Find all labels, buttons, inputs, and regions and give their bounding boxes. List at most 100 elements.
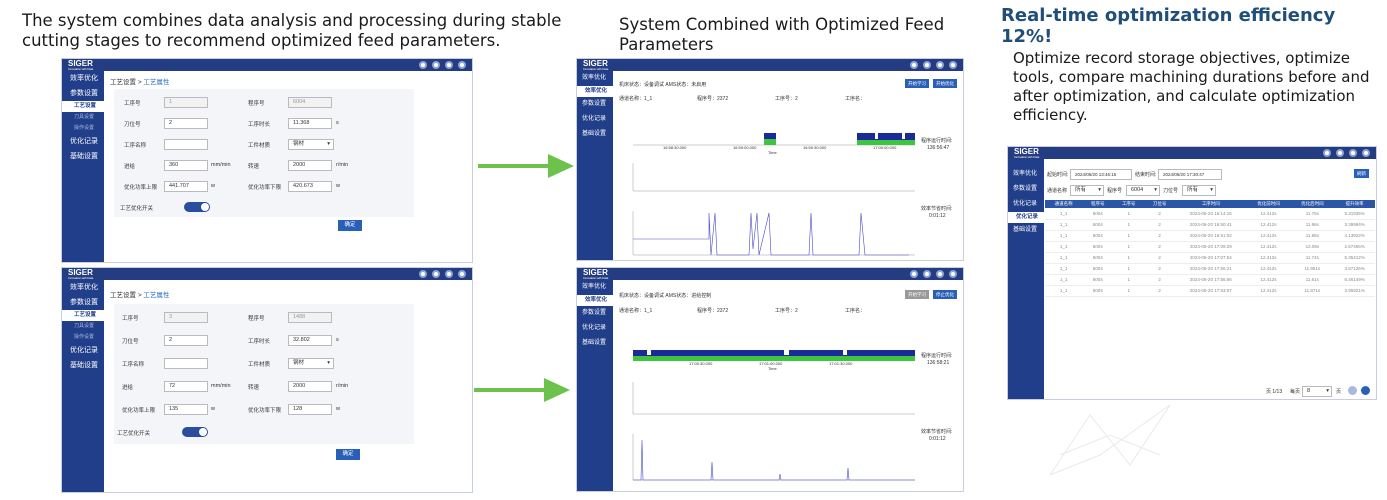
- sidebar-item-tool[interactable]: 刀具设置: [74, 323, 95, 329]
- minimize-icon[interactable]: [923, 270, 931, 278]
- sidebar-item-records[interactable]: 优化记录: [70, 138, 98, 145]
- sidebar-item-operation[interactable]: 操作设置: [74, 125, 95, 131]
- program-filter-select[interactable]: 6004 ▾: [1126, 185, 1160, 196]
- sidebar-item-efficiency-sub[interactable]: 效率优化: [577, 295, 613, 306]
- minimize-icon[interactable]: [1336, 149, 1344, 157]
- material-select[interactable]: 钢材 ▾: [288, 139, 334, 150]
- table-header: 提升效率: [1334, 200, 1375, 208]
- sidebar-item-records[interactable]: 优化记录: [582, 325, 607, 331]
- breadcrumb-current[interactable]: 工艺属性: [143, 292, 170, 299]
- channel-filter-select[interactable]: 所有 ▾: [1070, 185, 1104, 196]
- user-icon[interactable]: [419, 61, 427, 69]
- table-row[interactable]: 1_1 6004 1 2 2024-06-20 17:07:54 12.412s 11.74…: [1045, 252, 1375, 264]
- user-icon[interactable]: [910, 61, 918, 69]
- maximize-icon[interactable]: [1349, 149, 1357, 157]
- feed-field[interactable]: 72: [164, 381, 208, 392]
- per-page-select[interactable]: 8 ▾: [1302, 386, 1332, 397]
- table-row[interactable]: 1_1 6004 1 2 2024-06-20 16:50:41 12.412s 11.96…: [1045, 219, 1375, 231]
- close-icon[interactable]: [458, 270, 466, 278]
- optimize-toggle[interactable]: [182, 427, 208, 437]
- speed-field[interactable]: 2000: [288, 381, 332, 392]
- table-cell: 2: [1144, 252, 1176, 264]
- start-optimize-button[interactable]: 开始优化: [933, 79, 957, 88]
- step-name-field[interactable]: [164, 358, 208, 369]
- user-icon[interactable]: [910, 270, 918, 278]
- start-time-input[interactable]: 2024/06/20 13:46:16: [1070, 169, 1132, 180]
- tool-filter-select[interactable]: 所有 ▾: [1182, 185, 1216, 196]
- close-icon[interactable]: [1362, 149, 1370, 157]
- material-select[interactable]: 钢材 ▾: [288, 358, 334, 369]
- sidebar-item-params[interactable]: 参数设置: [582, 101, 607, 107]
- tool-no-field[interactable]: 2: [164, 335, 208, 346]
- step-name-field[interactable]: [164, 139, 208, 150]
- sidebar-item-params[interactable]: 参数设置: [1013, 186, 1038, 192]
- user-icon[interactable]: [1323, 149, 1331, 157]
- next-page-icon[interactable]: [1361, 386, 1370, 395]
- breadcrumb-current[interactable]: 工艺属性: [143, 79, 170, 86]
- duration-field[interactable]: 11.368: [288, 118, 332, 129]
- page-go-label: 页: [1336, 389, 1342, 395]
- sidebar-item-records[interactable]: 优化记录: [582, 116, 607, 122]
- prev-page-icon[interactable]: [1348, 386, 1357, 395]
- sidebar-item-efficiency[interactable]: 效率优化: [582, 75, 607, 81]
- close-icon[interactable]: [949, 61, 957, 69]
- minimize-icon[interactable]: [432, 270, 440, 278]
- sidebar-item-efficiency[interactable]: 效率优化: [1013, 171, 1038, 177]
- sidebar-item-process[interactable]: 工艺设置: [62, 101, 104, 112]
- sidebar-item-basic[interactable]: 基础设置: [1013, 227, 1038, 233]
- sidebar-item-operation[interactable]: 操作设置: [74, 334, 95, 340]
- tool-no-field[interactable]: 2: [164, 118, 208, 129]
- sidebar: 效率优化 效率优化 参数设置 优化记录 基础设置: [577, 71, 613, 260]
- sidebar-item-efficiency[interactable]: 效率优化: [70, 75, 98, 82]
- table-cell: 2024-06-20 16:51:02: [1175, 230, 1247, 242]
- power-lower-field[interactable]: 128: [288, 404, 332, 415]
- sidebar-item-records-sub[interactable]: 优化记录: [1008, 212, 1044, 223]
- sidebar-item-params[interactable]: 参数设置: [70, 90, 98, 97]
- sidebar-item-basic[interactable]: 基础设置: [70, 362, 98, 369]
- table-row[interactable]: 1_1 6004 1 2 2024-06-20 17:56:21 12.412s 11.95…: [1045, 263, 1375, 275]
- table-row[interactable]: 1_1 6004 1 2 2024-06-20 16:51:02 12.412s 11.85…: [1045, 230, 1375, 242]
- table-row[interactable]: 1_1 6004 1 2 2024-06-20 16:14:16 12.412s 11.75…: [1045, 208, 1375, 220]
- breadcrumb: 工艺设置 > 工艺属性: [110, 79, 170, 86]
- power-upper-field[interactable]: 135: [164, 404, 208, 415]
- close-icon[interactable]: [949, 270, 957, 278]
- stop-optimize-button[interactable]: 停止优化: [933, 290, 957, 299]
- confirm-button[interactable]: 确定: [336, 449, 360, 460]
- sidebar-item-efficiency[interactable]: 效率优化: [70, 284, 98, 291]
- maximize-icon[interactable]: [936, 61, 944, 69]
- end-time-input[interactable]: 2024/06/20 17:30:47: [1158, 169, 1222, 180]
- optimize-toggle[interactable]: [184, 202, 210, 212]
- sidebar-item-params[interactable]: 参数设置: [70, 299, 98, 306]
- table-cell: 1: [1113, 208, 1145, 220]
- sidebar-item-basic[interactable]: 基础设置: [582, 131, 607, 137]
- feed-field[interactable]: 360: [164, 160, 208, 171]
- confirm-button[interactable]: 确定: [338, 220, 362, 231]
- sidebar-item-basic[interactable]: 基础设置: [70, 153, 98, 160]
- table-cell: 11.951s: [1290, 263, 1335, 275]
- minimize-icon[interactable]: [432, 61, 440, 69]
- close-icon[interactable]: [458, 61, 466, 69]
- table-row[interactable]: 1_1 6004 1 2 2024-06-20 17:09:29 12.412s 12.08…: [1045, 241, 1375, 253]
- start-learning-button[interactable]: 开始学习: [905, 79, 929, 88]
- table-row[interactable]: 1_1 6004 1 2 2024-06-20 17:53:07 12.412s 11.87…: [1045, 285, 1375, 297]
- maximize-icon[interactable]: [445, 270, 453, 278]
- sidebar-item-tool[interactable]: 刀具设置: [74, 114, 95, 120]
- user-icon[interactable]: [419, 270, 427, 278]
- duration-field[interactable]: 32.802: [288, 335, 332, 346]
- sidebar-item-process[interactable]: 工艺设置: [62, 310, 104, 321]
- sidebar-item-basic[interactable]: 基础设置: [582, 340, 607, 346]
- start-learning-button[interactable]: 开始学习: [905, 290, 929, 299]
- refresh-button[interactable]: 刷新: [1354, 169, 1369, 178]
- power-upper-field[interactable]: 441.707: [164, 181, 208, 192]
- speed-field[interactable]: 2000: [288, 160, 332, 171]
- minimize-icon[interactable]: [923, 61, 931, 69]
- table-row[interactable]: 1_1 6004 1 2 2024-06-20 17:56:66 12.412s 11.61…: [1045, 274, 1375, 286]
- sidebar-item-params[interactable]: 参数设置: [582, 310, 607, 316]
- sidebar-item-efficiency-sub[interactable]: 效率优化: [577, 86, 613, 97]
- maximize-icon[interactable]: [936, 270, 944, 278]
- power-lower-field[interactable]: 420.673: [288, 181, 332, 192]
- sidebar-item-efficiency[interactable]: 效率优化: [582, 284, 607, 290]
- sidebar-item-records[interactable]: 优化记录: [1013, 201, 1038, 207]
- sidebar-item-records[interactable]: 优化记录: [70, 347, 98, 354]
- maximize-icon[interactable]: [445, 61, 453, 69]
